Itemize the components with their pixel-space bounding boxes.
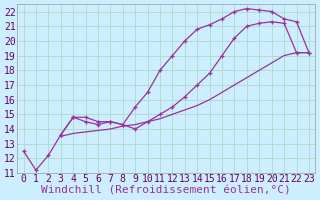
X-axis label: Windchill (Refroidissement éolien,°C): Windchill (Refroidissement éolien,°C): [41, 186, 291, 196]
